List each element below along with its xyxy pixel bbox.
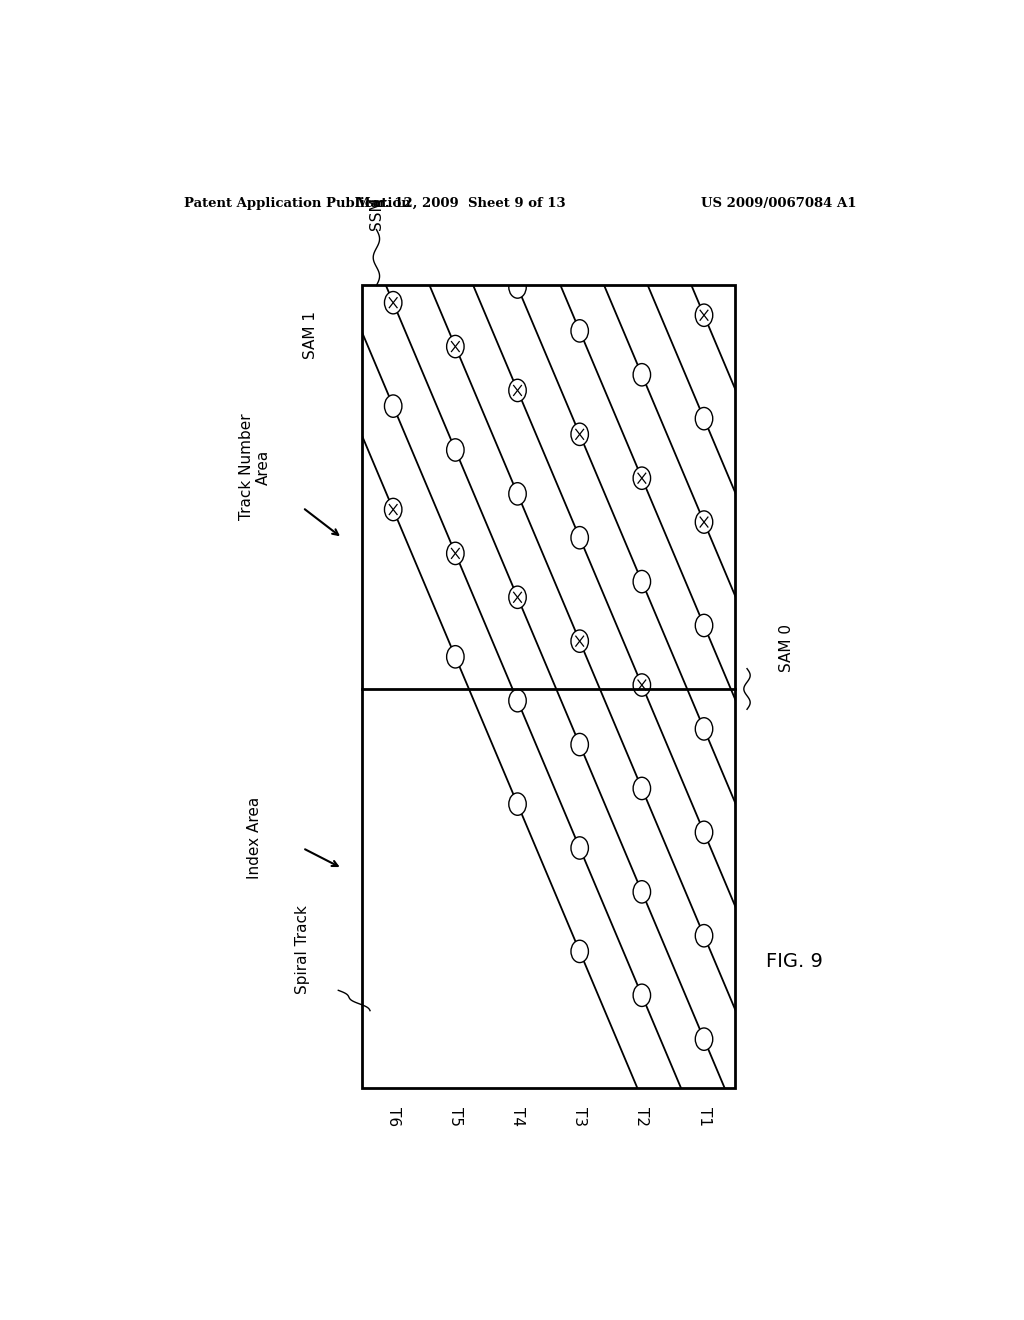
Text: T2: T2: [634, 1106, 649, 1126]
Text: US 2009/0067084 A1: US 2009/0067084 A1: [701, 197, 856, 210]
Circle shape: [509, 689, 526, 711]
Circle shape: [695, 511, 713, 533]
Circle shape: [509, 276, 526, 298]
Circle shape: [633, 570, 650, 593]
Bar: [362, 285, 735, 1089]
Circle shape: [509, 483, 526, 506]
Text: SAM 0: SAM 0: [779, 624, 795, 672]
Text: FIG. 9: FIG. 9: [766, 952, 823, 970]
Circle shape: [446, 335, 464, 358]
Circle shape: [446, 645, 464, 668]
Circle shape: [509, 379, 526, 401]
Circle shape: [446, 438, 464, 461]
Text: Spiral Track: Spiral Track: [295, 906, 310, 994]
Circle shape: [571, 940, 589, 962]
Circle shape: [571, 424, 589, 445]
Circle shape: [695, 304, 713, 326]
Circle shape: [695, 924, 713, 946]
Circle shape: [571, 527, 589, 549]
Circle shape: [384, 292, 402, 314]
Text: Mar. 12, 2009  Sheet 9 of 13: Mar. 12, 2009 Sheet 9 of 13: [356, 197, 566, 210]
Circle shape: [633, 880, 650, 903]
Circle shape: [571, 319, 589, 342]
Circle shape: [695, 718, 713, 741]
Circle shape: [633, 673, 650, 696]
Text: T5: T5: [447, 1106, 463, 1126]
Circle shape: [633, 363, 650, 385]
Circle shape: [571, 630, 589, 652]
Circle shape: [695, 408, 713, 430]
Text: Patent Application Publication: Patent Application Publication: [183, 197, 411, 210]
Text: T4: T4: [510, 1106, 525, 1126]
Text: T3: T3: [572, 1106, 587, 1126]
Text: T6: T6: [386, 1106, 400, 1126]
Circle shape: [695, 614, 713, 636]
Circle shape: [509, 586, 526, 609]
Bar: [362, 285, 735, 1089]
Circle shape: [384, 499, 402, 520]
Circle shape: [509, 793, 526, 816]
Circle shape: [571, 734, 589, 756]
Circle shape: [633, 467, 650, 490]
Circle shape: [633, 777, 650, 800]
Text: SSM: SSM: [369, 197, 384, 230]
Text: T1: T1: [696, 1106, 712, 1126]
Text: Track Number
Area: Track Number Area: [239, 413, 271, 520]
Circle shape: [384, 395, 402, 417]
Circle shape: [695, 821, 713, 843]
Circle shape: [695, 1028, 713, 1051]
Text: Index Area: Index Area: [248, 797, 262, 879]
Circle shape: [446, 543, 464, 565]
Text: SAM 1: SAM 1: [303, 310, 318, 359]
Circle shape: [571, 837, 589, 859]
Circle shape: [633, 985, 650, 1006]
